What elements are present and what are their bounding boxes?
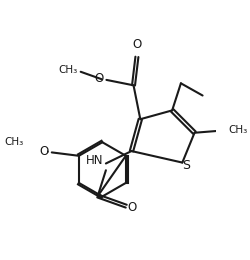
Text: O: O bbox=[128, 201, 137, 214]
Text: CH₃: CH₃ bbox=[228, 126, 248, 135]
Text: O: O bbox=[40, 145, 49, 158]
Text: S: S bbox=[182, 159, 190, 172]
Text: CH₃: CH₃ bbox=[59, 66, 78, 75]
Text: CH₃: CH₃ bbox=[4, 136, 23, 147]
Text: O: O bbox=[94, 72, 104, 85]
Text: HN: HN bbox=[86, 154, 103, 167]
Text: O: O bbox=[132, 38, 141, 51]
